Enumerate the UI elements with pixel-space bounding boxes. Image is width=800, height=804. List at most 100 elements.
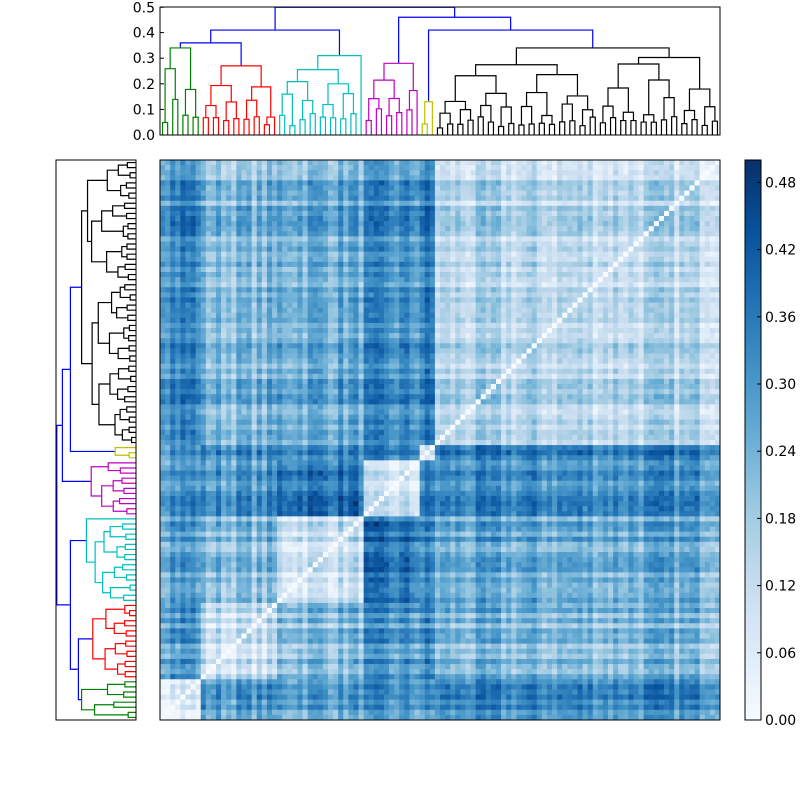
- heatmap-cell: [506, 333, 511, 338]
- heatmap-cell: [486, 292, 491, 297]
- heatmap-cell: [496, 175, 501, 180]
- heatmap-cell: [379, 236, 384, 241]
- heatmap-cell: [430, 160, 435, 165]
- heatmap-cell: [450, 247, 455, 252]
- heatmap-cell: [221, 297, 226, 302]
- heatmap-cell: [348, 160, 353, 165]
- heatmap-cell: [557, 257, 562, 262]
- heatmap-cell: [343, 348, 348, 353]
- heatmap-cell: [644, 348, 649, 353]
- heatmap-cell: [394, 353, 399, 358]
- heatmap-cell: [710, 236, 715, 241]
- heatmap-cell: [241, 318, 246, 323]
- heatmap-cell: [532, 221, 537, 226]
- heatmap-cell: [476, 323, 481, 328]
- heatmap-cell: [527, 257, 532, 262]
- heatmap-cell: [323, 206, 328, 211]
- heatmap-cell: [185, 201, 190, 206]
- heatmap-cell: [287, 216, 292, 221]
- heatmap-cell: [623, 196, 628, 201]
- heatmap-cell: [562, 160, 567, 165]
- heatmap-cell: [384, 257, 389, 262]
- heatmap-cell: [603, 333, 608, 338]
- heatmap-cell: [425, 267, 430, 272]
- heatmap-cell: [303, 175, 308, 180]
- heatmap-cell: [231, 160, 236, 165]
- heatmap-cell: [165, 323, 170, 328]
- heatmap-cell: [465, 297, 470, 302]
- heatmap-cell: [348, 338, 353, 343]
- heatmap-cell: [175, 318, 180, 323]
- heatmap-cell: [654, 160, 659, 165]
- heatmap-cell: [303, 272, 308, 277]
- heatmap-cell: [257, 180, 262, 185]
- heatmap-cell: [644, 359, 649, 364]
- heatmap-cell: [450, 343, 455, 348]
- heatmap-cell: [491, 170, 496, 175]
- heatmap-cell: [491, 328, 496, 333]
- left-dendrogram-link-96: [123, 226, 128, 236]
- heatmap-cell: [226, 185, 231, 190]
- top-dendrogram-link-60: [448, 124, 453, 135]
- heatmap-cell: [394, 318, 399, 323]
- heatmap-cell: [644, 231, 649, 236]
- heatmap-cell: [348, 277, 353, 282]
- heatmap-cell: [170, 236, 175, 241]
- heatmap-cell: [338, 221, 343, 226]
- heatmap-cell: [445, 328, 450, 333]
- heatmap-cell: [389, 282, 394, 287]
- heatmap-cell: [603, 374, 608, 379]
- heatmap-cell: [221, 185, 226, 190]
- heatmap-cell: [333, 287, 338, 292]
- heatmap-cell: [644, 369, 649, 374]
- heatmap-cell: [689, 175, 694, 180]
- heatmap-cell: [308, 267, 313, 272]
- heatmap-cell: [160, 252, 165, 257]
- heatmap-cell: [231, 196, 236, 201]
- heatmap-cell: [593, 313, 598, 318]
- heatmap-cell: [313, 297, 318, 302]
- heatmap-cell: [196, 211, 201, 216]
- heatmap-cell: [567, 348, 572, 353]
- heatmap-cell: [323, 292, 328, 297]
- heatmap-cell: [348, 282, 353, 287]
- heatmap-cell: [577, 170, 582, 175]
- heatmap-cell: [236, 318, 241, 323]
- heatmap-cell: [516, 216, 521, 221]
- heatmap-cell: [511, 303, 516, 308]
- heatmap-cell: [338, 185, 343, 190]
- heatmap-cell: [323, 277, 328, 282]
- heatmap-cell: [425, 338, 430, 343]
- top-dendrogram-link-48: [397, 113, 402, 135]
- heatmap-cell: [297, 272, 302, 277]
- heatmap-cell: [628, 277, 633, 282]
- heatmap-cell: [542, 196, 547, 201]
- heatmap-cell: [252, 247, 257, 252]
- heatmap-cell: [644, 282, 649, 287]
- heatmap-cell: [542, 272, 547, 277]
- heatmap-cell: [588, 308, 593, 313]
- heatmap-cell: [516, 333, 521, 338]
- heatmap-cell: [211, 277, 216, 282]
- heatmap-cell: [333, 257, 338, 262]
- heatmap-cell: [506, 226, 511, 231]
- heatmap-cell: [710, 241, 715, 246]
- heatmap-cell: [333, 272, 338, 277]
- heatmap-cell: [465, 338, 470, 343]
- heatmap-cell: [201, 236, 206, 241]
- heatmap-cell: [664, 231, 669, 236]
- heatmap-cell: [486, 185, 491, 190]
- heatmap-cell: [623, 267, 628, 272]
- heatmap-cell: [303, 287, 308, 292]
- heatmap-cell: [481, 353, 486, 358]
- heatmap-cell: [516, 374, 521, 379]
- heatmap-cell: [353, 353, 358, 358]
- heatmap-cell: [674, 287, 679, 292]
- heatmap-cell: [476, 303, 481, 308]
- heatmap-cell: [201, 191, 206, 196]
- heatmap-cell: [236, 180, 241, 185]
- heatmap-cell: [511, 374, 516, 379]
- heatmap-cell: [440, 170, 445, 175]
- heatmap-cell: [415, 323, 420, 328]
- heatmap-cell: [700, 196, 705, 201]
